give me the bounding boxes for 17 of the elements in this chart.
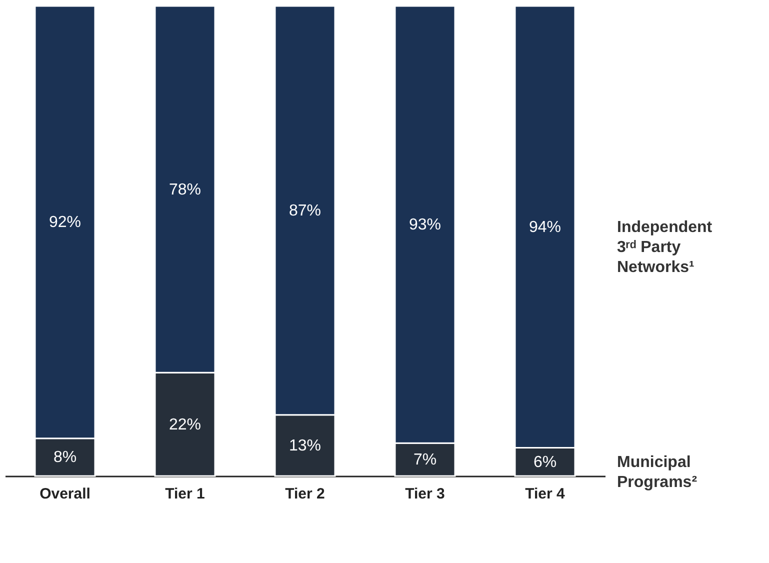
data-label: 22% bbox=[168, 416, 202, 434]
text: Municipal Programs² bbox=[617, 454, 698, 491]
data-label: 87% bbox=[288, 202, 322, 220]
data-label: 94% bbox=[528, 218, 562, 236]
data-label: 78% bbox=[168, 181, 202, 198]
data-label: 7% bbox=[413, 452, 437, 469]
data-label: 92% bbox=[48, 214, 82, 232]
x-tick-label: Tier 1 bbox=[165, 486, 205, 502]
text: Independent 3ʳᵈ Party Networks¹ bbox=[617, 218, 713, 276]
x-tick-label: Tier 2 bbox=[285, 486, 325, 502]
x-tick-label: Tier 4 bbox=[525, 486, 566, 502]
data-label: 8% bbox=[53, 449, 77, 466]
data-label: 93% bbox=[408, 216, 442, 234]
data-label: 6% bbox=[533, 454, 557, 471]
x-tick-label: Tier 3 bbox=[405, 486, 445, 502]
x-tick-label: Overall bbox=[40, 486, 90, 502]
data-label: 13% bbox=[288, 437, 322, 454]
